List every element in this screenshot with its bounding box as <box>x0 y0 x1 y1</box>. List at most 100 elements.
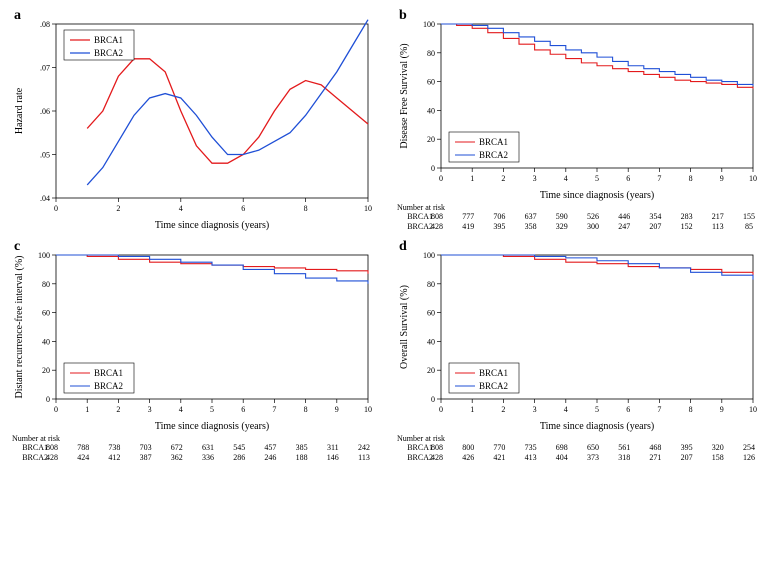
panel-c-risk-table: Number at riskBRCA1808788738703672631545… <box>8 435 387 464</box>
risk-cell: 362 <box>163 454 191 463</box>
risk-cell: 419 <box>454 223 482 232</box>
svg-text:.04: .04 <box>40 194 50 203</box>
risk-cell: 247 <box>610 223 638 232</box>
svg-text:4: 4 <box>179 204 183 213</box>
svg-text:.06: .06 <box>40 107 50 116</box>
risk-cell: 300 <box>579 223 607 232</box>
panel-a-label: a <box>14 8 21 24</box>
risk-cell: 706 <box>485 213 513 222</box>
risk-cell: 446 <box>610 213 638 222</box>
risk-cell: 468 <box>641 444 669 453</box>
svg-text:Time since diagnosis (years): Time since diagnosis (years) <box>540 421 654 432</box>
panel-b-chart: 012345678910020406080100Time since diagn… <box>393 12 772 202</box>
risk-cell: 146 <box>319 454 347 463</box>
svg-text:BRCA2: BRCA2 <box>479 150 508 160</box>
svg-text:0: 0 <box>431 164 435 173</box>
svg-text:5: 5 <box>595 405 599 414</box>
svg-text:Time since diagnosis (years): Time since diagnosis (years) <box>540 190 654 201</box>
svg-text:1: 1 <box>470 405 474 414</box>
svg-text:6: 6 <box>241 405 245 414</box>
svg-text:3: 3 <box>533 174 537 183</box>
series-brca2 <box>441 255 753 279</box>
risk-cell: 808 <box>38 444 66 453</box>
svg-text:4: 4 <box>179 405 183 414</box>
risk-cell: 207 <box>673 454 701 463</box>
panel-d-chart: 012345678910020406080100Time since diagn… <box>393 243 772 433</box>
panel-a-chart: 0246810.04.05.06.07.08Time since diagnos… <box>8 12 387 232</box>
svg-text:60: 60 <box>427 78 435 87</box>
risk-cell: 590 <box>548 213 576 222</box>
svg-text:20: 20 <box>42 366 50 375</box>
svg-text:4: 4 <box>564 174 568 183</box>
svg-text:0: 0 <box>439 174 443 183</box>
svg-text:4: 4 <box>564 405 568 414</box>
svg-text:8: 8 <box>304 204 308 213</box>
svg-text:BRCA1: BRCA1 <box>94 35 123 45</box>
risk-cell: 637 <box>517 213 545 222</box>
svg-text:8: 8 <box>689 405 693 414</box>
panel-a: a 0246810.04.05.06.07.08Time since diagn… <box>8 8 387 233</box>
svg-text:40: 40 <box>427 106 435 115</box>
risk-cell: 457 <box>256 444 284 453</box>
svg-text:0: 0 <box>46 395 50 404</box>
risk-cell: 421 <box>485 454 513 463</box>
risk-cell: 242 <box>350 444 378 453</box>
svg-text:6: 6 <box>626 174 630 183</box>
risk-cell: 385 <box>288 444 316 453</box>
risk-cell: 271 <box>641 454 669 463</box>
risk-cell: 428 <box>38 454 66 463</box>
risk-cell: 358 <box>517 223 545 232</box>
risk-cell: 126 <box>735 454 763 463</box>
svg-text:10: 10 <box>749 174 757 183</box>
risk-cell: 428 <box>423 454 451 463</box>
svg-text:20: 20 <box>427 366 435 375</box>
panel-b-label: b <box>399 8 407 24</box>
risk-cell: 735 <box>517 444 545 453</box>
risk-cell: 631 <box>194 444 222 453</box>
risk-cell: 698 <box>548 444 576 453</box>
risk-cell: 526 <box>579 213 607 222</box>
svg-text:3: 3 <box>148 405 152 414</box>
svg-text:1: 1 <box>470 174 474 183</box>
risk-cell: 318 <box>610 454 638 463</box>
panel-d-risk-table: Number at riskBRCA1808800770735698650561… <box>393 435 772 464</box>
risk-cell: 286 <box>225 454 253 463</box>
risk-cell: 311 <box>319 444 347 453</box>
svg-text:7: 7 <box>657 174 661 183</box>
svg-text:8: 8 <box>689 174 693 183</box>
risk-cell: 155 <box>735 213 763 222</box>
panel-d-label: d <box>399 239 407 255</box>
panel-c: c 012345678910020406080100Time since dia… <box>8 239 387 464</box>
svg-text:40: 40 <box>42 337 50 346</box>
figure-grid: a 0246810.04.05.06.07.08Time since diagn… <box>8 8 772 464</box>
svg-text:.05: .05 <box>40 151 50 160</box>
svg-text:BRCA2: BRCA2 <box>94 381 123 391</box>
svg-text:7: 7 <box>272 405 276 414</box>
risk-row-brca2: BRCA2428426421413404373318271207158126 <box>397 454 772 464</box>
svg-text:6: 6 <box>241 204 245 213</box>
svg-text:9: 9 <box>335 405 339 414</box>
risk-row-brca2: BRCA2428424412387362336286246188146113 <box>12 454 387 464</box>
svg-text:2: 2 <box>116 204 120 213</box>
svg-text:Time since diagnosis (years): Time since diagnosis (years) <box>155 220 269 231</box>
svg-text:9: 9 <box>720 174 724 183</box>
svg-text:40: 40 <box>427 337 435 346</box>
risk-cell: 85 <box>735 223 763 232</box>
risk-cell: 800 <box>454 444 482 453</box>
svg-text:80: 80 <box>427 49 435 58</box>
svg-text:5: 5 <box>595 174 599 183</box>
svg-text:0: 0 <box>54 204 58 213</box>
risk-cell: 395 <box>673 444 701 453</box>
svg-text:Time since diagnosis (years): Time since diagnosis (years) <box>155 421 269 432</box>
risk-cell: 246 <box>256 454 284 463</box>
svg-text:BRCA1: BRCA1 <box>94 368 123 378</box>
svg-text:100: 100 <box>423 251 435 260</box>
svg-text:100: 100 <box>423 20 435 29</box>
svg-text:BRCA2: BRCA2 <box>479 381 508 391</box>
risk-cell: 320 <box>704 444 732 453</box>
risk-cell: 336 <box>194 454 222 463</box>
risk-cell: 412 <box>100 454 128 463</box>
svg-text:80: 80 <box>42 280 50 289</box>
risk-cell: 738 <box>100 444 128 453</box>
risk-cell: 650 <box>579 444 607 453</box>
